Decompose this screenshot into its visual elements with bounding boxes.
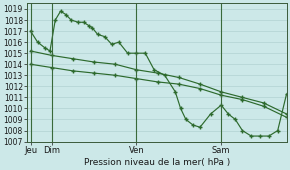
X-axis label: Pression niveau de la mer( hPa ): Pression niveau de la mer( hPa )	[84, 158, 230, 167]
